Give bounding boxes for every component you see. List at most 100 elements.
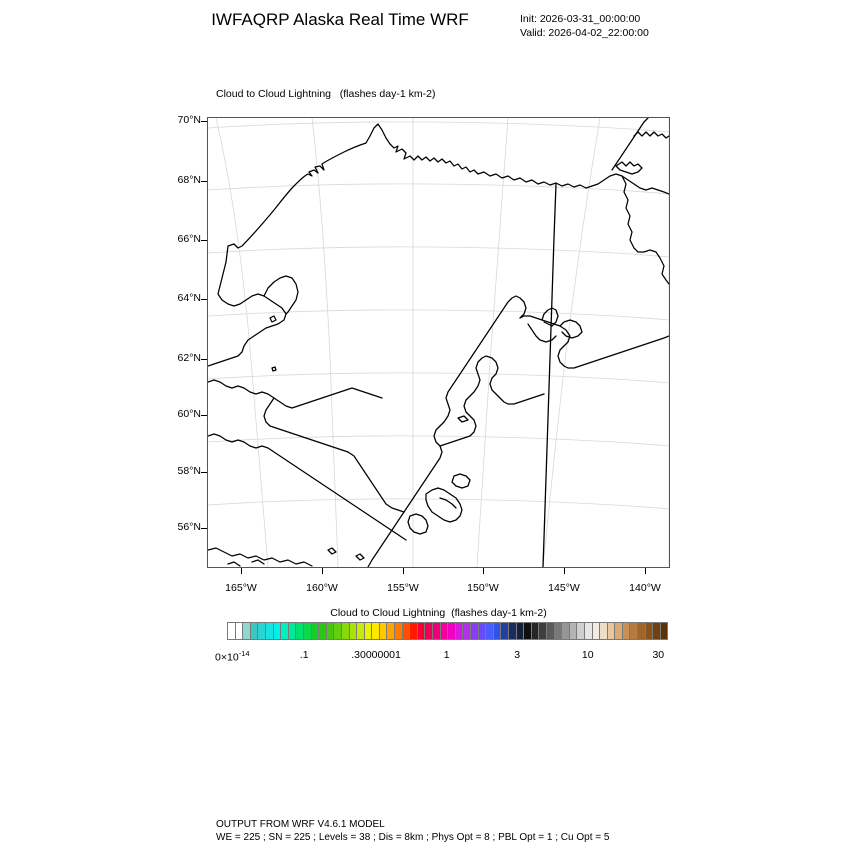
latitude-tick-mark xyxy=(201,181,207,182)
colorbar-swatch xyxy=(463,623,471,639)
colorbar-swatch xyxy=(273,623,282,639)
colorbar-swatch xyxy=(228,623,236,639)
latitude-tick-mark xyxy=(201,240,207,241)
longitude-tick-label: 160°W xyxy=(306,582,338,594)
longitude-tick-mark xyxy=(483,568,484,574)
plot-field-subtitle: Cloud to Cloud Lightning (flashes day-1 … xyxy=(216,88,436,100)
longitude-tick-mark xyxy=(645,568,646,574)
colorbar-swatch xyxy=(250,623,259,639)
latitude-tick-label: 70°N xyxy=(177,114,201,126)
footer-line-config: WE = 225 ; SN = 225 ; Levels = 38 ; Dis … xyxy=(216,832,610,843)
model-config-footer: OUTPUT FROM WRF V4.6.1 MODEL WE = 225 ; … xyxy=(216,818,609,844)
map-plot-area xyxy=(207,117,670,568)
colorbar-swatch xyxy=(258,623,266,639)
latitude-tick-label: 64°N xyxy=(177,292,201,304)
colorbar-swatch xyxy=(531,623,540,639)
colorbar-swatch xyxy=(577,623,585,639)
colorbar-swatch xyxy=(448,623,456,639)
colorbar-swatch xyxy=(584,623,593,639)
footer-line-model: OUTPUT FROM WRF V4.6.1 MODEL xyxy=(216,819,385,830)
colorbar-tick-label: .1 xyxy=(299,649,309,661)
longitude-tick-mark xyxy=(564,568,565,574)
colorbar-swatch xyxy=(281,623,289,639)
latitude-tick-mark xyxy=(201,121,207,122)
colorbar-tick-label: 10 xyxy=(581,649,594,661)
colorbar-tick-label: 30 xyxy=(652,649,665,661)
colorbar-swatch xyxy=(288,623,297,639)
colorbar-swatch xyxy=(508,623,517,639)
colorbar-swatch xyxy=(539,623,547,639)
colorbar-swatch xyxy=(364,623,373,639)
latitude-tick-label: 56°N xyxy=(177,521,201,533)
colorbar-swatch xyxy=(341,623,350,639)
colorbar-tick-label: 0×10-14 xyxy=(215,649,250,664)
colorbar-swatch xyxy=(501,623,509,639)
colorbar-tick-label: 3 xyxy=(514,649,521,661)
longitude-tick-mark xyxy=(403,568,404,574)
colorbar-title: Cloud to Cloud Lightning (flashes day-1 … xyxy=(330,607,547,619)
colorbar-swatch xyxy=(660,623,668,639)
colorbar-swatch xyxy=(486,623,494,639)
latitude-tick-label: 60°N xyxy=(177,408,201,420)
latitude-tick-mark xyxy=(201,359,207,360)
colorbar-swatch xyxy=(303,623,312,639)
longitude-tick-mark xyxy=(241,568,242,574)
latitude-tick-mark xyxy=(201,299,207,300)
colorbar-swatch xyxy=(471,623,479,639)
colorbar-swatch xyxy=(311,623,320,639)
colorbar-swatch xyxy=(554,623,563,639)
colorbar-swatch xyxy=(296,623,304,639)
longitude-tick-label: 140°W xyxy=(629,582,661,594)
colorbar-swatch xyxy=(334,623,342,639)
colorbar-swatch xyxy=(516,623,525,639)
model-run-info: Init: 2026-03-31_00:00:00 Valid: 2026-04… xyxy=(520,12,830,40)
colorbar-swatch xyxy=(653,623,661,639)
latitude-tick-label: 68°N xyxy=(177,174,201,186)
longitude-tick-label: 165°W xyxy=(225,582,257,594)
valid-time-label: Valid: 2026-04-02_22:00:00 xyxy=(520,27,649,39)
colorbar-swatch xyxy=(569,623,578,639)
colorbar-swatch xyxy=(607,623,616,639)
colorbar xyxy=(227,622,668,640)
colorbar-swatch xyxy=(524,623,532,639)
latitude-tick-label: 62°N xyxy=(177,352,201,364)
colorbar-swatch xyxy=(630,623,639,639)
longitude-tick-mark xyxy=(322,568,323,574)
colorbar-swatch xyxy=(440,623,449,639)
colorbar-swatch xyxy=(379,623,388,639)
colorbar-swatch xyxy=(478,623,487,639)
longitude-tick-label: 155°W xyxy=(387,582,419,594)
colorbar-swatch xyxy=(319,623,327,639)
colorbar-swatch xyxy=(235,623,244,639)
colorbar-swatch xyxy=(455,623,464,639)
colorbar-swatch xyxy=(357,623,365,639)
latitude-tick-label: 66°N xyxy=(177,233,201,245)
colorbar-swatch xyxy=(425,623,434,639)
colorbar-swatch xyxy=(395,623,403,639)
colorbar-swatch xyxy=(417,623,426,639)
colorbar-swatch xyxy=(592,623,601,639)
colorbar-swatch xyxy=(638,623,646,639)
colorbar-swatch xyxy=(243,623,251,639)
colorbar-swatch xyxy=(615,623,623,639)
latitude-tick-mark xyxy=(201,472,207,473)
colorbar-swatch xyxy=(645,623,654,639)
longitude-tick-label: 150°W xyxy=(467,582,499,594)
latitude-tick-mark xyxy=(201,415,207,416)
page-title: IWFAQRP Alaska Real Time WRF xyxy=(211,10,469,29)
latitude-tick-label: 58°N xyxy=(177,465,201,477)
map-graticule xyxy=(208,118,669,567)
colorbar-swatch xyxy=(410,623,418,639)
colorbar-swatch xyxy=(326,623,335,639)
colorbar-swatch xyxy=(493,623,502,639)
colorbar-swatch xyxy=(433,623,441,639)
coastline-paths xyxy=(208,118,669,567)
colorbar-swatch xyxy=(546,623,555,639)
colorbar-swatch xyxy=(372,623,380,639)
alaska-map xyxy=(208,118,669,567)
latitude-tick-mark xyxy=(201,528,207,529)
colorbar-swatch xyxy=(387,623,396,639)
colorbar-swatch xyxy=(349,623,358,639)
init-time-label: Init: 2026-03-31_00:00:00 xyxy=(520,13,641,25)
colorbar-tick-label: 1 xyxy=(443,649,450,661)
